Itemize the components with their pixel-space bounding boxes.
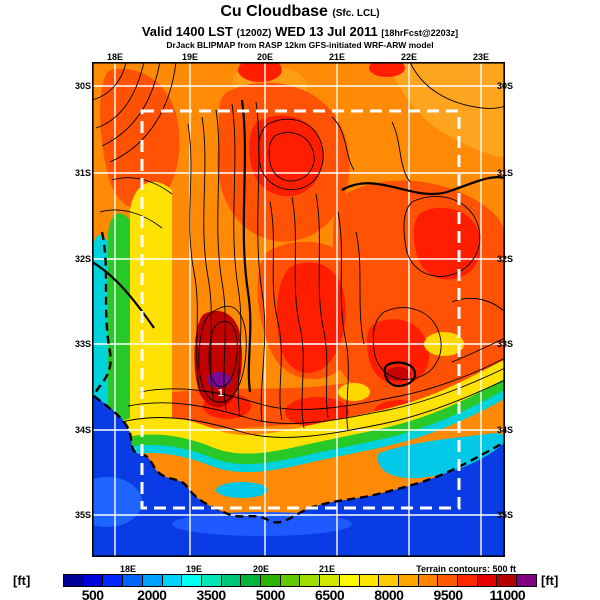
lat-label-right: 32S <box>497 254 514 264</box>
lat-label-left: 35S <box>74 510 91 520</box>
colorbar-cell <box>417 575 438 586</box>
site-marker: 1 <box>218 388 224 399</box>
model-credit-line: DrJack BLIPMAP from RASP 12km GFS-initia… <box>166 40 434 50</box>
coastline <box>92 231 506 524</box>
valid-date: WED 13 Jul 2011 <box>275 24 378 39</box>
colorbar-cell <box>240 575 261 586</box>
terrain-contours-thick <box>91 99 506 393</box>
grid-lines <box>92 62 505 557</box>
lon-label-top: 21E <box>328 52 345 62</box>
colorbar-cell <box>141 575 162 586</box>
colorbar-cell <box>516 575 536 586</box>
colorbar-cell <box>338 575 359 586</box>
colorbar-unit-left: [ft] <box>13 573 31 588</box>
terrain-contours-note: Terrain contours: 500 ft <box>416 564 516 574</box>
colorbar-cell <box>437 575 458 586</box>
colorbar-cell <box>476 575 497 586</box>
colorbar-cell <box>64 575 83 586</box>
map-area <box>72 58 518 557</box>
lat-label-left: 32S <box>74 254 91 264</box>
colorbar-tick-label: 2000 <box>137 587 167 600</box>
colorbar-cell <box>200 575 221 586</box>
valid-time-line: Valid 1400 LST (1200Z) WED 13 Jul 2011 [… <box>0 24 600 39</box>
lon-label-bottom: 21E <box>318 564 335 574</box>
colorbar-cell <box>122 575 142 586</box>
colorbar-cell <box>279 575 300 586</box>
page-title: Cu Cloudbase (Sfc. LCL) <box>0 3 600 21</box>
colorbar-cell <box>82 575 103 586</box>
lon-label-top: 23E <box>472 52 489 62</box>
lat-label-left: 34S <box>74 425 91 435</box>
lat-label-right: 30S <box>497 81 514 91</box>
colorbar-cell <box>358 575 379 586</box>
colorbar-cell <box>457 575 477 586</box>
terrain-contours <box>91 61 506 438</box>
colorbar-tick-label: 8000 <box>374 587 404 600</box>
lon-label-top: 22E <box>400 52 417 62</box>
colorbar-cell <box>102 575 123 586</box>
colorbar-cell <box>299 575 320 586</box>
lat-label-right: 33S <box>497 339 514 349</box>
colorbar-cell <box>397 575 418 586</box>
domain-boundary-box <box>140 109 461 510</box>
valid-utc: (1200Z) <box>236 28 272 39</box>
map-image <box>72 58 518 557</box>
title-main: Cu Cloudbase <box>220 3 328 20</box>
colorbar-cell <box>378 575 398 586</box>
colorbar-tick-label: 6500 <box>315 587 345 600</box>
valid-fcst: [18hrFcst@2203z] <box>381 28 459 38</box>
lon-label-top: 18E <box>106 52 123 62</box>
colorbar-tick-label: 11000 <box>489 587 526 600</box>
colorbar-cell <box>220 575 241 586</box>
colorbar-tick-label: 5000 <box>255 587 286 600</box>
colorbar-unit-right: [ft] <box>541 573 559 588</box>
lon-label-top: 20E <box>256 52 273 62</box>
lat-label-right: 35S <box>497 510 514 520</box>
lon-label-top: 19E <box>181 52 198 62</box>
lat-label-left: 31S <box>74 168 91 178</box>
lon-label-bottom: 19E <box>185 564 202 574</box>
valid-prefix: Valid 1400 LST <box>141 24 233 39</box>
colorbar-cell <box>260 575 280 586</box>
colorbar-cell <box>161 575 182 586</box>
colorbar-tick-label: 3500 <box>196 587 227 600</box>
colorbar <box>63 574 537 587</box>
lat-label-right: 31S <box>497 168 514 178</box>
colorbar-cell <box>496 575 517 586</box>
colorbar-tick-label: 9500 <box>433 587 464 600</box>
title-qualifier: (Sfc. LCL) <box>332 8 380 19</box>
lon-label-bottom: 20E <box>252 564 269 574</box>
lat-label-right: 34S <box>497 425 514 435</box>
lat-label-left: 30S <box>74 81 91 91</box>
map-frame <box>92 62 505 557</box>
lon-label-bottom: 18E <box>119 564 136 574</box>
colorbar-tick-label: 500 <box>81 587 104 600</box>
lat-label-left: 33S <box>74 339 91 349</box>
colorbar-cell <box>319 575 339 586</box>
colorbar-cell <box>181 575 201 586</box>
cloudbase-field <box>72 58 518 557</box>
